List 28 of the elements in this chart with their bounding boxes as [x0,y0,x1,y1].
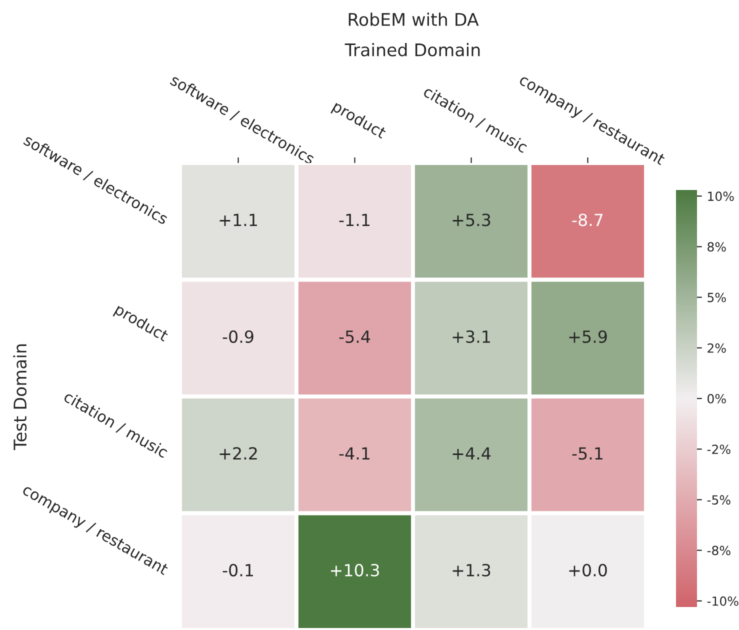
color-bar-label: -10% [707,596,738,606]
color-bar-label: -2% [707,444,730,454]
color-bar-label: 0% [708,394,726,404]
data-label: -1.1 [339,214,370,226]
color-bar-label: 8% [708,242,726,252]
data-label: +10.3 [330,564,379,576]
color-bar-label: -8% [707,546,730,556]
data-label: -4.1 [339,447,370,460]
data-label: +5.3 [452,214,490,226]
data-label: +4.4 [452,447,491,460]
data-label: +0.0 [569,564,607,576]
data-label: +1.1 [220,214,257,226]
color-bar-label: -5% [707,495,730,505]
x-axis-title: Trained Domain [344,42,480,56]
data-label: -0.1 [222,564,253,576]
data-label: -5.4 [339,330,370,343]
color-bar-label: 5% [708,292,726,302]
data-label: -0.9 [222,330,254,343]
color-bar-label: 2% [708,343,726,353]
color-bar-label: 10% [708,192,734,201]
data-label: +2.2 [220,447,257,460]
data-label: +5.9 [569,330,607,343]
data-label: +3.1 [452,330,490,343]
data-label: +1.3 [452,564,490,576]
data-label: -5.1 [572,447,602,460]
data-label: -8.7 [572,214,603,226]
y-axis-title: Test Domain [13,344,27,450]
chart-title: RobEM with DA [348,12,479,26]
